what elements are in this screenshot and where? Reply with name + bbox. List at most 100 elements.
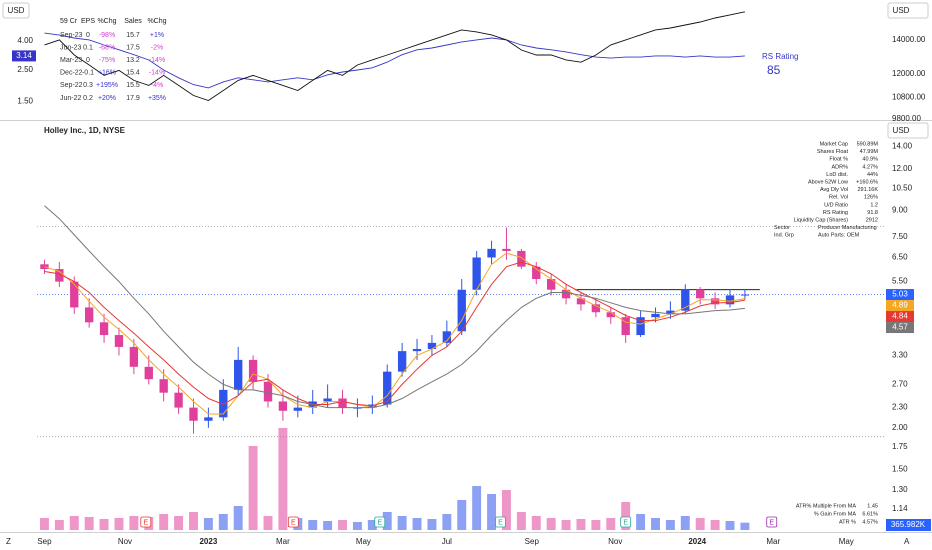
earnings-cell: Sep-23 xyxy=(60,32,83,39)
group-value: Auto Parts: OEM xyxy=(818,233,860,239)
volume-bar xyxy=(665,520,675,530)
auto-scale-button[interactable]: A xyxy=(904,537,910,546)
y-tick-label: 1.14 xyxy=(892,504,908,513)
y-tick-label: 2.30 xyxy=(892,403,908,412)
volume-bar xyxy=(516,512,526,530)
rs-y-tick-label: 4.00 xyxy=(17,36,33,45)
rs-y2-tick-label: 9800.00 xyxy=(892,114,921,123)
earnings-cell: -75% xyxy=(99,57,115,64)
earnings-marker-label: E xyxy=(769,519,774,526)
candle-body xyxy=(263,381,273,402)
volume-bar xyxy=(457,500,467,530)
currency-button[interactable] xyxy=(887,122,929,139)
earnings-cell: -14% xyxy=(149,57,165,64)
earnings-cell: -68% xyxy=(99,44,115,51)
earnings-marker xyxy=(374,516,386,528)
volume-bar xyxy=(129,516,139,530)
candle-body xyxy=(442,331,452,343)
x-tick-label: Jul xyxy=(442,537,452,546)
volume-bar xyxy=(561,520,571,530)
candle-body xyxy=(219,389,228,418)
currency-button[interactable] xyxy=(887,2,929,19)
earnings-cell: 15.7 xyxy=(126,32,140,39)
stat-value: 1.2 xyxy=(870,202,878,208)
stat-label: Float % xyxy=(829,157,848,163)
x-tick-label: Nov xyxy=(118,537,132,546)
earnings-header: 59 Cr xyxy=(60,18,78,25)
stat-label: RS Rating xyxy=(823,210,848,216)
overlay-layer: Sep Nov 2023 Mar May Jul Sep Nov 2024 Mar May 14.00… xyxy=(12,18,931,546)
candle-body xyxy=(681,289,690,311)
earnings-marker xyxy=(495,516,506,528)
candle-body xyxy=(412,349,422,352)
earnings-cell: +1% xyxy=(150,32,164,39)
ma-stat-value: 1.45 xyxy=(867,503,878,509)
volume-bar xyxy=(323,521,333,530)
candle-body xyxy=(114,335,124,347)
volume-bar xyxy=(54,520,64,530)
x-tick-label: Nov xyxy=(608,537,622,546)
earnings-cell: 0.2 xyxy=(83,95,93,102)
candle-body xyxy=(696,289,705,299)
earnings-cell: 13.2 xyxy=(126,57,140,64)
volume-bar xyxy=(621,502,631,530)
candle-body xyxy=(621,317,630,336)
volume-bar xyxy=(531,516,541,530)
x-tick-label: Mar xyxy=(766,537,780,546)
volume-bar xyxy=(472,486,482,530)
volume-bar xyxy=(338,520,347,530)
volume-bar xyxy=(710,520,720,530)
moving-average xyxy=(44,205,745,409)
stat-value: 126% xyxy=(864,195,878,201)
candle-body xyxy=(472,257,481,290)
candle-body xyxy=(591,304,601,313)
candle-body xyxy=(651,313,660,318)
volume-bar xyxy=(84,517,94,530)
candle-body xyxy=(457,289,466,332)
candle-body xyxy=(740,294,750,296)
volume-bar xyxy=(69,516,79,530)
earnings-marker xyxy=(620,516,632,528)
candle-body xyxy=(248,359,258,382)
stat-label: Liquidity Cap (Shares) xyxy=(794,217,849,223)
ma-stat-label: ATR% Multiple From MA xyxy=(796,503,856,509)
volume-bar xyxy=(203,518,213,530)
earnings-cell: Dec-22 xyxy=(60,70,83,77)
y-tick-label: 2.00 xyxy=(892,423,908,432)
volume-bar xyxy=(412,518,422,530)
volume-bar xyxy=(174,516,184,530)
earnings-cell: +35% xyxy=(148,95,166,102)
stat-value: 590.89M xyxy=(857,141,879,147)
candle-body xyxy=(144,366,153,380)
volume-bar xyxy=(501,490,511,530)
candle-body xyxy=(397,351,407,372)
ma-stat-value: 6.61% xyxy=(862,511,878,517)
y-tick-label: 1.75 xyxy=(892,442,908,451)
candle-body xyxy=(725,295,735,305)
y-tick-label: 6.50 xyxy=(892,253,908,262)
rs-y2-tick-label: 14000.00 xyxy=(892,35,926,44)
candle-body xyxy=(487,248,496,258)
price-tag-label: 4.89 xyxy=(892,301,908,310)
moving-average xyxy=(44,261,745,407)
price-tag xyxy=(886,300,914,312)
reset-button[interactable]: Z xyxy=(6,537,11,546)
volume-bar xyxy=(367,520,377,530)
earnings-cell: 17.5 xyxy=(126,44,140,51)
volume-bar xyxy=(114,518,124,530)
volume-bar xyxy=(427,519,437,530)
currency-button[interactable] xyxy=(2,2,30,19)
earnings-marker-label: E xyxy=(498,519,503,526)
earnings-cell: -4% xyxy=(151,82,163,89)
volume-bar xyxy=(233,506,243,530)
ma-stat-value: 4.57% xyxy=(862,519,878,525)
stat-label: Avg Dly Vol xyxy=(820,187,848,193)
volume-bar xyxy=(248,446,258,530)
rs-tag xyxy=(12,50,36,62)
candle-body xyxy=(174,392,183,408)
earnings-cell: 15.5 xyxy=(126,82,140,89)
stat-label: ADR% xyxy=(831,164,848,170)
earnings-cell: 0 xyxy=(86,32,90,39)
